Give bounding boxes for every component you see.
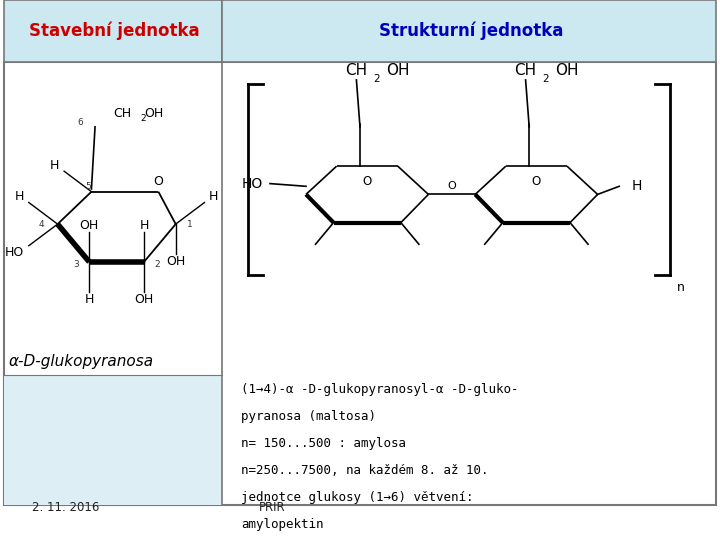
Text: O: O bbox=[363, 175, 372, 188]
Bar bbox=[4, 375, 222, 505]
Text: n=250...7500, na každém 8. až 10.: n=250...7500, na každém 8. až 10. bbox=[241, 464, 489, 477]
Text: 2: 2 bbox=[154, 260, 160, 269]
Text: 4: 4 bbox=[39, 220, 45, 228]
Text: PŘÍR: PŘÍR bbox=[259, 501, 286, 514]
Text: 2. 11. 2016: 2. 11. 2016 bbox=[32, 501, 100, 514]
Text: OH: OH bbox=[387, 63, 410, 78]
Text: H: H bbox=[632, 179, 642, 193]
Text: H: H bbox=[209, 190, 219, 203]
Text: 2: 2 bbox=[373, 73, 380, 84]
Text: H: H bbox=[49, 159, 59, 172]
Text: 6: 6 bbox=[78, 118, 84, 127]
Text: 2: 2 bbox=[542, 73, 549, 84]
Bar bbox=[222, 0, 716, 62]
Text: H: H bbox=[84, 293, 94, 306]
Text: CH: CH bbox=[346, 63, 367, 78]
Text: Strukturní jednotka: Strukturní jednotka bbox=[379, 22, 563, 40]
Text: n: n bbox=[677, 281, 685, 294]
Text: 2: 2 bbox=[140, 114, 146, 123]
Text: 1: 1 bbox=[187, 220, 193, 228]
Text: OH: OH bbox=[145, 107, 163, 120]
Text: HO: HO bbox=[241, 177, 263, 191]
Text: CH: CH bbox=[113, 107, 132, 120]
Text: CH: CH bbox=[515, 63, 536, 78]
Text: H: H bbox=[14, 190, 24, 203]
Text: (1→4)-α -D-glukopyranosyl-α -D-gluko-: (1→4)-α -D-glukopyranosyl-α -D-gluko- bbox=[241, 383, 518, 396]
Text: n= 150...500 : amylosa: n= 150...500 : amylosa bbox=[241, 437, 406, 450]
Text: HO: HO bbox=[5, 246, 24, 259]
Bar bbox=[4, 0, 222, 62]
Text: O: O bbox=[532, 175, 541, 188]
Text: OH: OH bbox=[80, 219, 99, 232]
Text: pyranosa (maltosa): pyranosa (maltosa) bbox=[241, 410, 377, 423]
Text: O: O bbox=[447, 181, 456, 191]
Text: H: H bbox=[139, 219, 149, 232]
Text: O: O bbox=[153, 176, 163, 188]
Text: α-D-glukopyranosa: α-D-glukopyranosa bbox=[9, 354, 154, 369]
Text: Stavební jednotka: Stavební jednotka bbox=[30, 22, 199, 40]
Text: amylopektin: amylopektin bbox=[241, 518, 324, 531]
Text: 3: 3 bbox=[73, 260, 79, 269]
Bar bbox=[4, 62, 716, 505]
Text: OH: OH bbox=[556, 63, 579, 78]
Text: OH: OH bbox=[166, 255, 185, 268]
Text: OH: OH bbox=[135, 293, 153, 306]
Text: 5: 5 bbox=[85, 182, 91, 191]
Text: jednotce glukosy (1→6) větvení:: jednotce glukosy (1→6) větvení: bbox=[241, 491, 474, 504]
